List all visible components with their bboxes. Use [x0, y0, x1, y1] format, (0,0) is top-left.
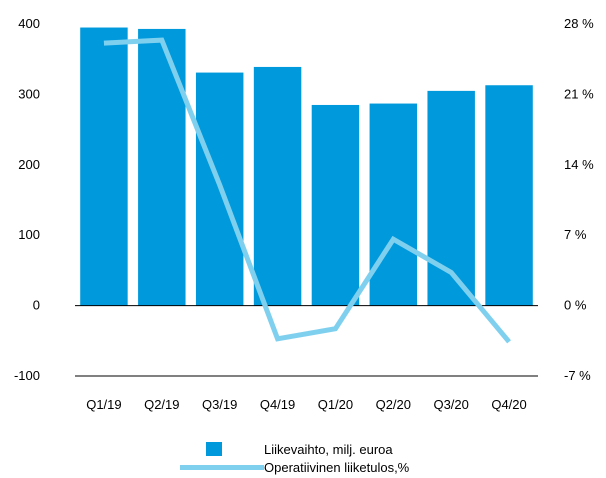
legend-label-bars: Liikevaihto, milj. euroa	[264, 441, 393, 457]
x-tick-label: Q2/19	[144, 397, 179, 412]
legend-item-bars: Liikevaihto, milj. euroa	[180, 440, 409, 458]
left-tick-label: -100	[14, 368, 40, 383]
bar-Q1-20	[311, 104, 360, 306]
legend: Liikevaihto, milj. euroa Operatiivinen l…	[180, 440, 409, 476]
x-tick-label: Q4/19	[260, 397, 295, 412]
legend-label-line: Operatiivinen liiketulos,%	[264, 459, 410, 475]
bar-Q2-20	[369, 103, 418, 306]
left-tick-label: 300	[18, 86, 40, 101]
legend-bar-swatch	[180, 440, 264, 458]
left-tick-label: 100	[18, 227, 40, 242]
legend-line-swatch	[180, 458, 264, 476]
right-tick-label: 28 %	[564, 16, 594, 31]
right-tick-label: 0 %	[564, 298, 587, 313]
legend-item-line: Operatiivinen liiketulos,%	[180, 458, 409, 476]
right-tick-label: 7 %	[564, 227, 587, 242]
x-tick-label: Q1/20	[318, 397, 353, 412]
left-tick-label: 200	[18, 157, 40, 172]
x-tick-label: Q1/19	[86, 397, 121, 412]
x-tick-label: Q3/19	[202, 397, 237, 412]
x-tick-label: Q4/20	[491, 397, 526, 412]
right-tick-label: 21 %	[564, 86, 594, 101]
bar-Q2-19	[138, 28, 186, 306]
bar-Q4-20	[485, 85, 533, 306]
line-series-operating-margin	[103, 37, 511, 344]
left-tick-label: 400	[18, 16, 40, 31]
right-tick-label: 14 %	[564, 157, 594, 172]
right-axis-ticks: -7 % 0 % 7 % 14 % 21 % 28 %	[564, 16, 594, 383]
left-tick-label: 0	[33, 298, 40, 313]
right-tick-label: -7 %	[564, 368, 591, 383]
bar-series	[80, 27, 533, 306]
x-axis-ticks: Q1/19 Q2/19 Q3/19 Q4/19 Q1/20 Q2/20 Q3/20 Q4/20	[86, 397, 527, 412]
left-axis-ticks: -100 0 100 200 300 400	[14, 16, 40, 383]
x-tick-label: Q3/20	[433, 397, 468, 412]
x-tick-label: Q2/20	[376, 397, 411, 412]
chart: -100 0 100 200 300 400 -7 % 0 % 7 % 14 % 21 % 28 %…	[14, 16, 594, 412]
bar-Q1-19	[80, 27, 128, 306]
bar-Q4-19	[253, 66, 302, 306]
